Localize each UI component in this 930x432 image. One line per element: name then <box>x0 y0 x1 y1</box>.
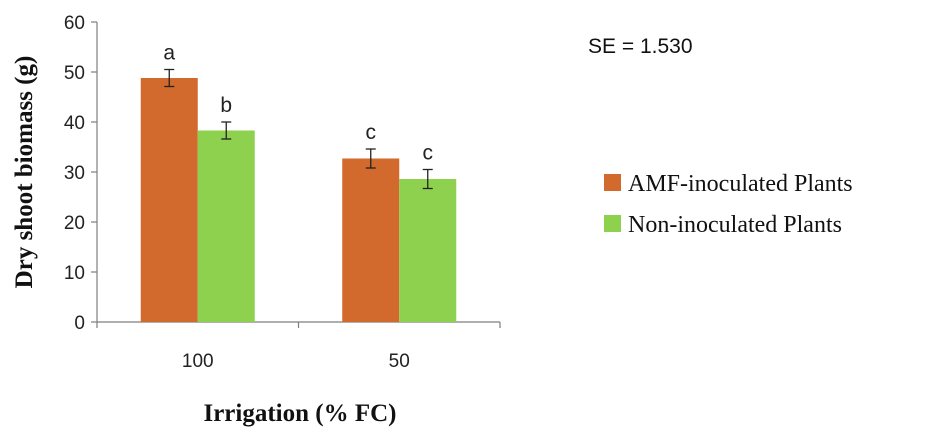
plot-area: 0 10 20 30 40 50 60 100 a b 50 c c <box>64 13 501 372</box>
x-tick-label: 100 <box>182 351 214 372</box>
significance-letter: c <box>423 142 434 165</box>
y-tick-label: 40 <box>64 113 85 134</box>
legend-label-non-inoculated: Non-inoculated Plants <box>628 212 842 238</box>
x-axis-title: Irrigation (% FC) <box>203 400 396 427</box>
y-tick-label: 20 <box>64 213 85 234</box>
y-axis-title: Dry shoot biomass (g) <box>11 56 38 289</box>
se-annotation: SE = 1.530 <box>588 35 693 58</box>
bar <box>197 130 255 322</box>
y-tick-label: 0 <box>74 313 85 334</box>
y-tick-label: 60 <box>64 13 85 34</box>
significance-letter: b <box>220 94 232 117</box>
bar <box>399 179 457 322</box>
bar <box>140 78 198 322</box>
legend-label-amf: AMF-inoculated Plants <box>628 171 853 197</box>
legend-swatch-non-inoculated <box>604 215 621 232</box>
x-tick-label: 50 <box>389 351 410 372</box>
legend-swatch-amf <box>604 174 621 191</box>
significance-letter: a <box>163 42 175 65</box>
legend: AMF-inoculated Plants Non-inoculated Pla… <box>604 171 853 238</box>
significance-letter: c <box>366 121 377 144</box>
bar <box>342 158 400 322</box>
y-tick-label: 50 <box>64 63 85 84</box>
y-tick-label: 30 <box>64 163 85 184</box>
y-tick-label: 10 <box>64 263 85 284</box>
